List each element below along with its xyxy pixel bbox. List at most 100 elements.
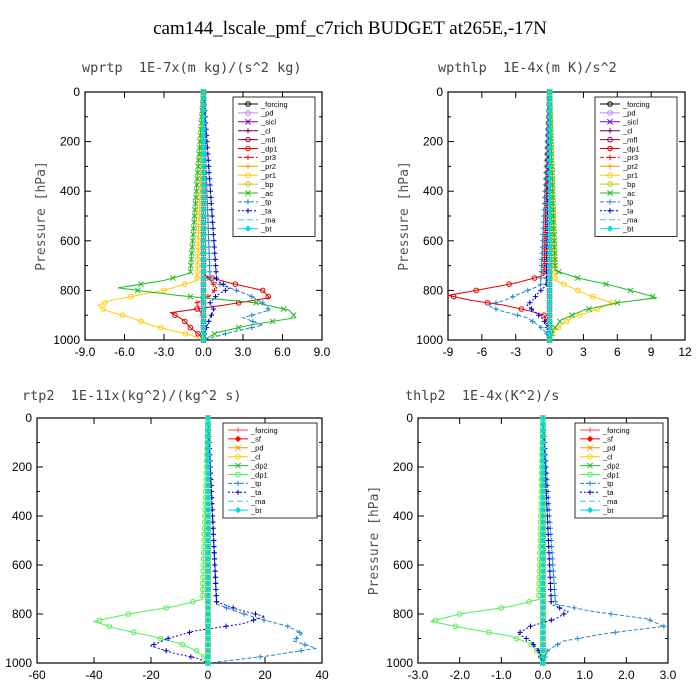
data-point [514,312,521,318]
data-point [200,274,207,282]
data-point [209,213,215,219]
data-point [200,243,207,251]
data-point [539,256,545,262]
legend-label: _cl [260,127,271,136]
data-point [539,518,547,526]
data-point [546,95,553,102]
x-tick-label: 3 [580,345,587,359]
data-point [539,445,547,452]
data-point [541,318,548,324]
legend-marker [245,128,251,134]
data-point [546,544,552,550]
data-point [200,299,207,306]
legend-marker [607,154,613,160]
data-point [106,623,112,630]
data-point [223,623,229,629]
legend-label: _pd [602,444,616,453]
data-point [523,635,529,642]
data-point [200,336,207,344]
data-point [551,250,558,257]
data-point [204,574,212,581]
data-point [200,126,207,133]
data-point [206,170,212,176]
series-line-dp1 [447,91,551,340]
legend-label: _ac [260,189,273,198]
data-point [531,642,537,648]
data-point [539,549,547,556]
data-point [210,531,217,537]
data-point [182,331,189,337]
data-point [614,299,621,306]
data-point [165,635,171,642]
y-tick-label: 800 [12,607,32,621]
data-point [128,293,134,300]
data-point [293,635,299,642]
legend-label: _ma [260,216,276,225]
data-point [196,151,202,157]
data-point [297,629,303,635]
data-point [206,238,212,244]
data-point [557,605,563,611]
data-point [204,469,212,477]
y-tick-label: 200 [393,460,413,474]
data-point [546,262,553,269]
data-point [207,300,213,306]
data-point [546,293,553,300]
data-point [196,144,203,151]
legend-marker [245,181,251,187]
data-point [545,525,551,531]
data-point [220,281,226,287]
data-point [571,605,577,611]
data-point [212,562,218,568]
data-point [206,250,212,256]
data-point [222,331,229,337]
data-point [530,318,536,324]
data-point [538,275,544,281]
data-point [539,586,547,593]
y-tick-label: 200 [60,135,80,149]
data-point [539,616,547,624]
data-point [576,312,583,319]
data-point [210,281,216,287]
data-point [200,88,207,96]
data-point [546,194,553,201]
data-point [195,331,201,337]
data-point [138,318,144,325]
data-point [189,244,196,250]
data-point [200,113,207,120]
x-tick-label: -3 [510,345,521,359]
legend-label: _mfl [260,135,276,144]
data-point [265,293,272,300]
data-point [560,281,567,288]
y-axis-label: Pressure [hPa] [0,486,1,596]
data-point [187,262,194,269]
data-point [200,281,207,288]
legend-marker [245,145,251,152]
data-point [196,138,203,145]
data-point [211,556,218,562]
data-point [204,586,212,593]
data-point [574,275,581,281]
data-point [546,556,552,562]
data-point [187,324,194,331]
data-point [208,201,214,207]
data-point [538,269,544,275]
legend-label: _dp1 [250,470,268,479]
data-point [608,611,614,617]
data-point [539,469,547,477]
legend-marker [586,435,594,443]
data-point [531,275,538,281]
legend-marker [607,145,613,152]
data-point [210,225,216,231]
data-point [191,213,198,219]
data-point [484,300,491,306]
data-point [200,330,207,337]
data-point [551,244,558,250]
data-point [211,287,218,293]
data-point [456,611,463,617]
legend-marker [235,471,241,478]
data-point [574,287,581,294]
data-point [190,225,197,232]
legend-label: _ma [602,497,618,506]
legend-marker [607,101,613,107]
